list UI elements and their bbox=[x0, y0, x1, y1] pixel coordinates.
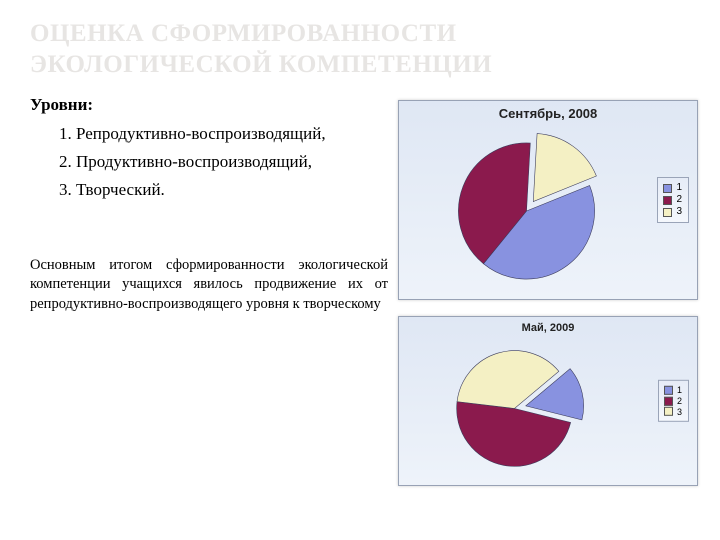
chart2-legend-1: 1 bbox=[664, 385, 682, 396]
chart2-title: Май, 2009 bbox=[399, 322, 697, 334]
levels-heading: Уровни: bbox=[30, 95, 390, 115]
chart1-pie bbox=[439, 131, 614, 296]
title-line1: ОЦЕНКА СФОРМИРОВАННОСТИ bbox=[30, 20, 457, 47]
legend-label: 3 bbox=[676, 206, 682, 218]
left-column: Уровни: Репродуктивно-воспроизводящий, П… bbox=[30, 95, 390, 315]
levels-list: Репродуктивно-воспроизводящий, Продуктив… bbox=[30, 121, 390, 204]
legend-swatch bbox=[664, 386, 673, 395]
chart-sep2008: Сентябрь, 2008 1 2 3 bbox=[398, 100, 698, 300]
legend-label: 2 bbox=[676, 194, 682, 206]
legend-label: 1 bbox=[677, 385, 682, 396]
legend-swatch bbox=[664, 396, 673, 405]
chart2-legend-3: 3 bbox=[664, 406, 682, 417]
legend-label: 1 bbox=[676, 182, 682, 194]
summary-paragraph: Основным итогом сформированности экологи… bbox=[30, 256, 388, 315]
chart1-legend-3: 3 bbox=[663, 206, 682, 218]
levels-item-2: Продуктивно-воспроизводящий, bbox=[76, 149, 390, 175]
legend-label: 3 bbox=[677, 406, 682, 417]
legend-label: 2 bbox=[677, 396, 682, 407]
legend-swatch bbox=[663, 184, 672, 193]
title-line2: ЭКОЛОГИЧЕСКОЙ КОМПЕТЕНЦИИ bbox=[30, 51, 492, 78]
chart1-legend-1: 1 bbox=[663, 182, 682, 194]
chart1-legend: 1 2 3 bbox=[657, 177, 689, 223]
legend-swatch bbox=[664, 407, 673, 416]
levels-item-3: Творческий. bbox=[76, 177, 390, 203]
chart2-legend: 1 2 3 bbox=[658, 380, 689, 422]
chart1-title: Сентябрь, 2008 bbox=[399, 106, 697, 121]
chart1-legend-2: 2 bbox=[663, 194, 682, 206]
chart-may2009: Май, 2009 1 2 3 bbox=[398, 316, 698, 486]
levels-item-1: Репродуктивно-воспроизводящий, bbox=[76, 121, 390, 147]
slide-title: ОЦЕНКА СФОРМИРОВАННОСТИ ЭКОЛОГИЧЕСКОЙ КО… bbox=[30, 18, 690, 81]
legend-swatch bbox=[663, 208, 672, 217]
legend-swatch bbox=[663, 196, 672, 205]
chart2-legend-2: 2 bbox=[664, 396, 682, 407]
chart2-pie bbox=[427, 341, 602, 481]
